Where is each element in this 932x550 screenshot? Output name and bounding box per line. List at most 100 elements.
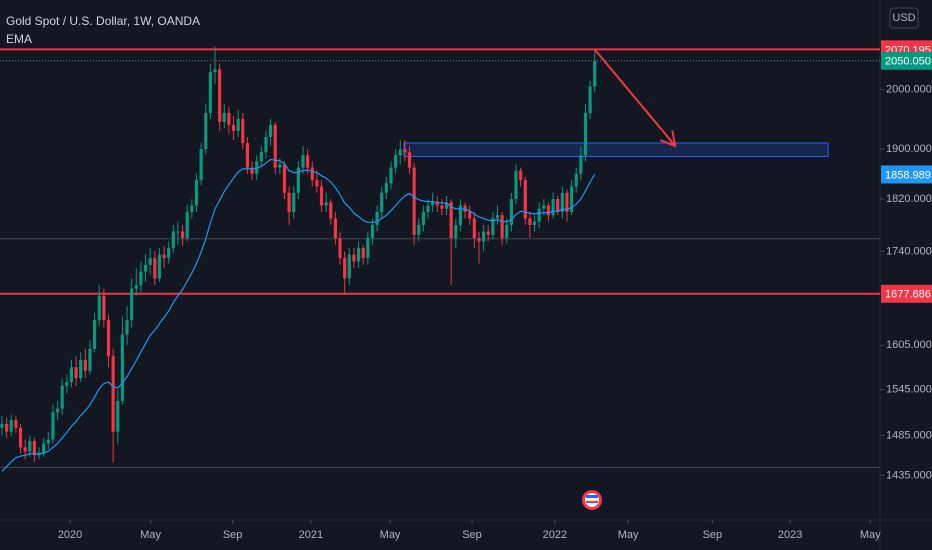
- candle-body: [5, 423, 9, 432]
- flag-icon: [582, 490, 602, 510]
- y-tick-label: 1605.000: [886, 339, 932, 351]
- ema-line: [1, 158, 596, 472]
- currency: USD: [892, 12, 915, 24]
- candle-body: [380, 192, 384, 212]
- line-price-label: 1677.686: [885, 289, 931, 301]
- candle-body: [139, 271, 143, 286]
- y-tick-label: 1545.000: [886, 383, 932, 395]
- candle-body: [412, 167, 416, 235]
- candle-body: [574, 173, 578, 187]
- candle-body: [435, 202, 439, 206]
- candle-body: [556, 199, 560, 212]
- candle-body: [14, 420, 18, 428]
- candle-body: [190, 205, 194, 212]
- candle-body: [366, 238, 370, 259]
- candle-body: [111, 356, 115, 432]
- x-tick-label: Sep: [462, 529, 482, 541]
- candle-body: [560, 192, 564, 212]
- candle-body: [157, 254, 162, 279]
- candle-body: [250, 167, 254, 174]
- candle-body: [440, 205, 444, 209]
- candle-body: [162, 254, 166, 259]
- x-tick-label: May: [140, 529, 161, 541]
- candle-body: [532, 221, 537, 225]
- candle-body: [338, 238, 342, 259]
- x-tick-label: 2023: [778, 529, 802, 541]
- candle-body: [389, 167, 393, 184]
- candle-body: [449, 202, 453, 239]
- candle-body: [167, 248, 171, 259]
- candle-body: [65, 382, 69, 386]
- candle-body: [37, 453, 41, 456]
- candle-body: [32, 441, 37, 456]
- candle-body: [431, 202, 435, 206]
- ema-label: 1858.989: [885, 169, 931, 181]
- candle-body: [153, 258, 157, 279]
- candle-body: [361, 248, 365, 259]
- candle-body: [528, 218, 532, 225]
- candle-body: [18, 427, 23, 448]
- candle-body: [394, 155, 398, 168]
- candle-body: [352, 254, 356, 262]
- candle-body: [23, 447, 27, 452]
- candle-body: [407, 152, 412, 168]
- candle-body: [519, 170, 523, 181]
- candle-body: [509, 199, 513, 225]
- candle-body: [319, 186, 324, 206]
- candle-body: [537, 208, 541, 222]
- candle-body: [477, 238, 481, 242]
- line-price-label-box: [881, 284, 932, 303]
- x-tick-label: Sep: [703, 529, 723, 541]
- currency-box[interactable]: [889, 7, 919, 29]
- zone: [403, 142, 829, 157]
- candle-body: [306, 155, 310, 168]
- x-tick-label: May: [860, 529, 881, 541]
- candle-body: [588, 86, 592, 113]
- candle-body: [60, 385, 64, 409]
- arrow: [593, 48, 677, 148]
- candle-body: [481, 231, 486, 242]
- candle-body: [241, 118, 245, 143]
- candle-body: [213, 69, 217, 73]
- candle-body: [565, 192, 569, 212]
- candle-body: [171, 231, 175, 249]
- candle-body: [472, 218, 476, 239]
- candle-body: [310, 167, 314, 181]
- candle-body: [375, 211, 379, 225]
- candle-body: [148, 258, 152, 265]
- candle-body: [495, 215, 500, 219]
- chart-title: Gold Spot / U.S. Dollar, 1W, OANDA: [6, 14, 200, 28]
- candle-body: [343, 258, 347, 279]
- candle-body: [514, 170, 518, 200]
- candle-body: [222, 112, 226, 122]
- candle-body: [579, 155, 583, 174]
- candle-body: [444, 202, 449, 209]
- candle-body: [116, 400, 120, 432]
- y-tick-label: 1820.000: [886, 193, 932, 205]
- candle-body: [74, 367, 78, 379]
- candle-body: [199, 149, 203, 181]
- last-price-label-box: [881, 51, 932, 70]
- candle-body: [329, 202, 333, 219]
- candle-body: [296, 167, 300, 193]
- candle-body: [93, 320, 97, 349]
- candle-body: [403, 149, 407, 153]
- x-tick-label: 2022: [543, 529, 567, 541]
- candle-body: [324, 202, 328, 206]
- candle-body: [333, 218, 338, 239]
- candle-body: [236, 118, 240, 131]
- candle-body: [259, 152, 263, 162]
- candle-body: [120, 334, 124, 401]
- candle-body: [426, 205, 430, 212]
- candle-body: [491, 218, 495, 235]
- candle-body: [458, 205, 463, 225]
- candle-body: [384, 183, 388, 193]
- candle-body: [463, 205, 467, 212]
- candle-body: [28, 441, 32, 452]
- candle-body: [268, 124, 273, 137]
- candle-body: [130, 288, 134, 321]
- x-tick-label: 2021: [299, 529, 323, 541]
- candle-body: [417, 224, 421, 235]
